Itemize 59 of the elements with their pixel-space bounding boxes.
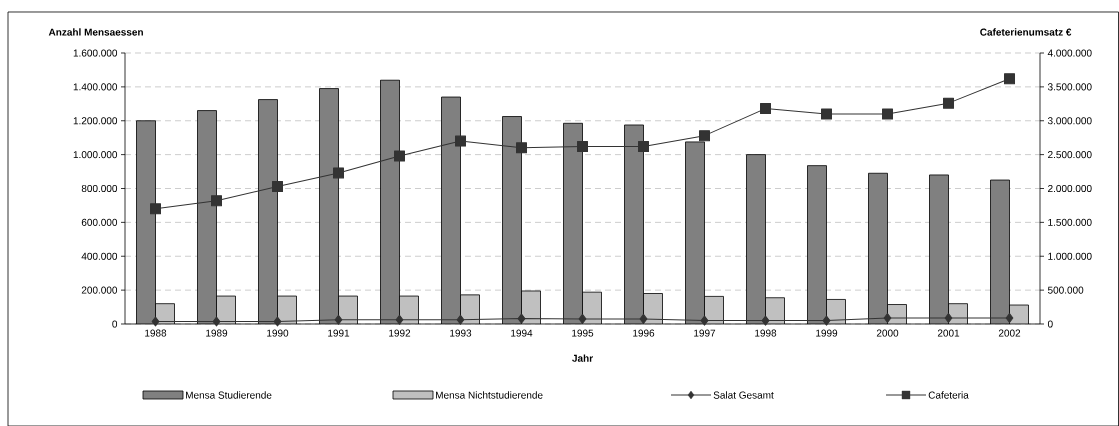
point <box>699 130 711 142</box>
point <box>333 167 345 179</box>
bar <box>502 116 522 324</box>
y-tick-label: 600.000 <box>81 218 118 226</box>
point <box>455 135 466 147</box>
x-tick-label: 2002 <box>998 329 1021 337</box>
x-tick-label: 1988 <box>145 329 167 337</box>
y-tick-label: 1.400.000 <box>73 83 118 91</box>
y2-tick-label: 4.000.000 <box>1047 49 1092 57</box>
point <box>394 150 405 162</box>
bar <box>441 97 461 324</box>
point <box>760 103 772 115</box>
bar <box>929 174 949 324</box>
legend-label: Salat Gesamt <box>713 391 774 399</box>
point <box>943 97 955 109</box>
x-tick-label: 2000 <box>876 329 899 337</box>
y-tick-label: 1.600.000 <box>73 49 118 57</box>
y-tick-label: 0 <box>112 320 118 328</box>
point <box>821 108 833 120</box>
legend-label: Cafeteria <box>928 391 969 399</box>
point <box>516 142 528 154</box>
x-tick-label: 1989 <box>206 329 228 337</box>
y2-tick-label: 2.500.000 <box>1048 151 1092 159</box>
point <box>882 108 894 120</box>
y2-tick-label: 3.500.000 <box>1047 83 1092 91</box>
point <box>1004 73 1016 85</box>
point <box>211 195 222 207</box>
legend-label: Mensa Studierende <box>186 391 272 399</box>
point <box>577 141 589 152</box>
x-tick-label: 1992 <box>389 329 411 337</box>
x-tick-label: 1994 <box>511 329 533 337</box>
x-tick-label: 1996 <box>633 329 655 337</box>
x-tick-label: 1990 <box>267 329 289 337</box>
y-tick-label: 800.000 <box>81 184 118 193</box>
bar <box>990 179 1010 324</box>
x-tick-label: 1995 <box>572 329 594 337</box>
point <box>272 180 284 192</box>
x-tick-label: 1999 <box>816 329 838 337</box>
x-tick-label: 2001 <box>937 329 960 337</box>
point <box>150 203 161 215</box>
x-tick-label: 1998 <box>755 329 777 337</box>
y2-tick-label: 1.500.000 <box>1048 218 1092 226</box>
y-tick-label: 400.000 <box>81 252 118 260</box>
x-axis-title: Jahr <box>572 354 593 362</box>
x-tick-label: 1997 <box>694 329 716 337</box>
y2-tick-label: 3.000.000 <box>1047 117 1092 125</box>
x-tick-label: 1991 <box>328 329 350 337</box>
x-tick-label: 1993 <box>450 329 472 337</box>
y2-axis-title: Cafeterienumsatz € <box>980 28 1072 36</box>
y-tick-label: 1.000.000 <box>73 151 118 159</box>
legend-label: Mensa Nichtstudierende <box>436 391 543 399</box>
y-axis-title: Anzahl Mensaessen <box>48 28 143 36</box>
y2-tick-label: 1.000.000 <box>1048 252 1092 260</box>
y-tick-label: 200.000 <box>81 286 118 294</box>
point <box>638 141 650 152</box>
y2-tick-label: 500.000 <box>1047 286 1084 294</box>
y2-tick-label: 0 <box>1047 320 1053 328</box>
y-tick-label: 1.200.000 <box>73 117 118 125</box>
y2-tick-label: 2.000.000 <box>1048 184 1092 193</box>
